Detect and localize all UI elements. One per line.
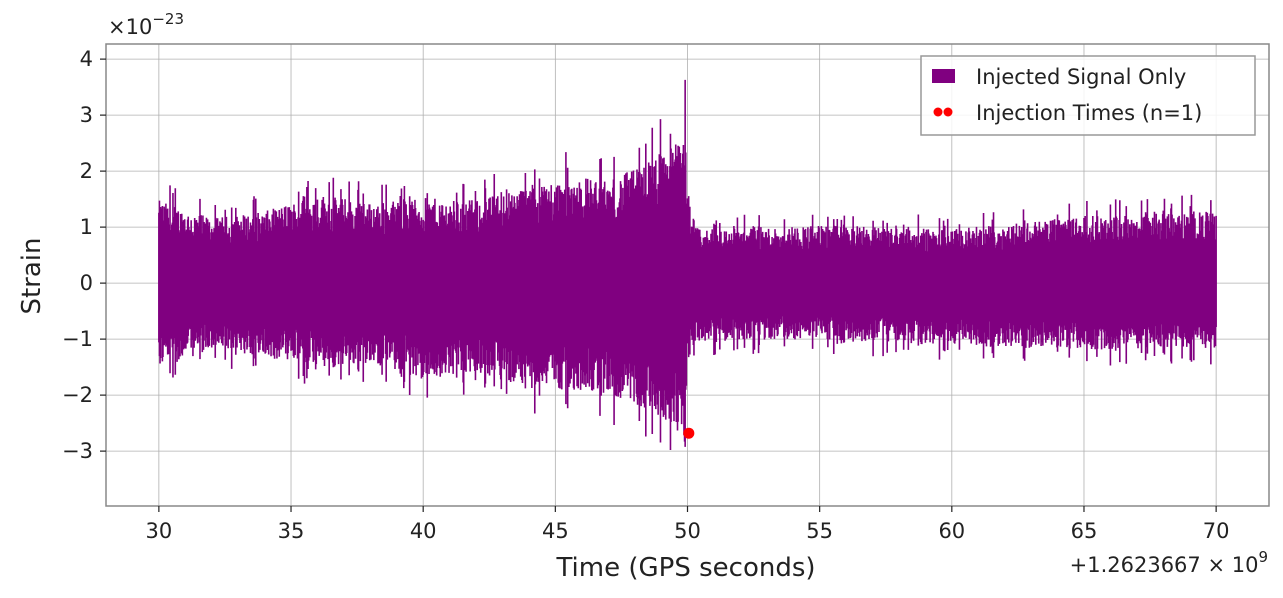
legend-swatch-injected-signal [932, 69, 955, 83]
legend-label-injection-times: Injection Times (n=1) [976, 101, 1202, 125]
x-tick-label: 30 [145, 519, 172, 543]
y-tick-label: 4 [80, 47, 93, 71]
x-tick-label: 55 [806, 519, 833, 543]
x-offset-exponent: 9 [1258, 548, 1268, 566]
y-tick-label: 1 [80, 215, 93, 239]
y-tick-label: −1 [62, 327, 93, 351]
y-tick-label: −2 [62, 383, 93, 407]
x-tick-label: 50 [674, 519, 701, 543]
x-tick-label: 45 [542, 519, 569, 543]
signal-trace [158, 79, 1217, 451]
y-axis-title: Strain [17, 237, 47, 314]
x-tick-label: 60 [938, 519, 965, 543]
legend-marker-injection-a [933, 107, 943, 117]
y-tick-label: −3 [62, 439, 93, 463]
x-offset-base: +1.2623667 × 10 [1070, 553, 1259, 577]
injection-point [683, 427, 695, 439]
y-scale-base: ×10 [108, 15, 152, 39]
legend-marker-injection-b [943, 107, 953, 117]
legend: Injected Signal Only Injection Times (n=… [920, 55, 1256, 136]
series-injected-signal [158, 79, 1217, 451]
y-tick-label: 0 [80, 271, 93, 295]
x-axis-ticks: 30 35 40 45 50 55 60 65 70 [145, 506, 1230, 543]
y-tick-label: 2 [80, 159, 93, 183]
x-axis-title: Time (GPS seconds) [555, 553, 815, 583]
y-axis-ticks: −3 −2 −1 0 1 2 3 4 [62, 47, 106, 463]
x-tick-label: 35 [278, 519, 305, 543]
x-tick-label: 65 [1071, 519, 1098, 543]
x-tick-label: 40 [410, 519, 437, 543]
y-tick-label: 3 [80, 103, 93, 127]
y-scale-label: ×10−23 [108, 10, 184, 39]
legend-label-injected-signal: Injected Signal Only [976, 65, 1186, 89]
x-tick-label: 70 [1203, 519, 1230, 543]
legend-box [920, 55, 1256, 136]
x-offset-label: +1.2623667 × 109 [1070, 548, 1268, 577]
y-scale-exponent: −23 [152, 10, 184, 28]
series-injection-times [683, 427, 695, 439]
